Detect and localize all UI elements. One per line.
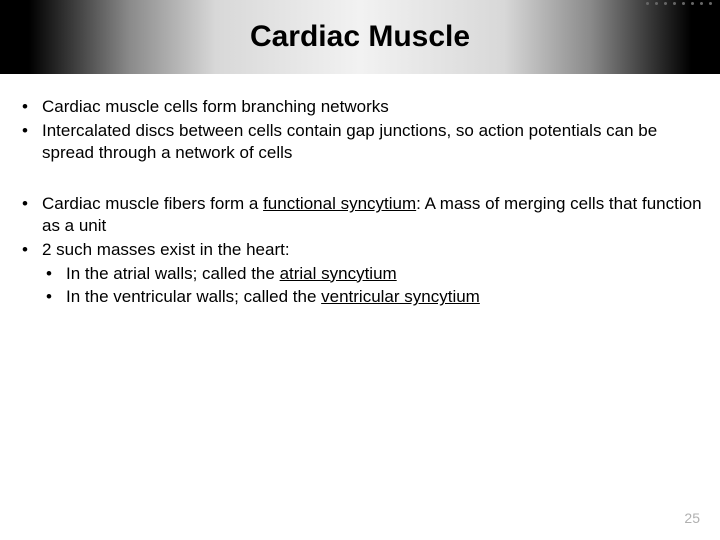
bullet-group-1: Cardiac muscle cells form branching netw… — [18, 96, 702, 163]
sub-bullet-item: In the ventricular walls; called the ven… — [42, 286, 702, 308]
title-bar: Cardiac Muscle — [0, 0, 720, 74]
text-run: 2 such masses exist in the heart: — [42, 240, 290, 259]
decorative-dots — [646, 2, 712, 5]
text-run: In the atrial walls; called the — [66, 264, 280, 283]
text-run: In the ventricular walls; called the — [66, 287, 321, 306]
bullet-item: 2 such masses exist in the heart: In the… — [18, 239, 702, 308]
bullet-group-2: Cardiac muscle fibers form a functional … — [18, 193, 702, 308]
page-number: 25 — [684, 510, 700, 526]
slide-body: Cardiac muscle cells form branching netw… — [0, 74, 720, 308]
bullet-item: Cardiac muscle cells form branching netw… — [18, 96, 702, 118]
underlined-term: atrial syncytium — [280, 264, 397, 283]
text-run: Cardiac muscle fibers form a — [42, 194, 263, 213]
underlined-term: ventricular syncytium — [321, 287, 480, 306]
slide-title: Cardiac Muscle — [250, 20, 470, 54]
bullet-item: Intercalated discs between cells contain… — [18, 120, 702, 164]
bullet-item: Cardiac muscle fibers form a functional … — [18, 193, 702, 237]
sub-bullets: In the atrial walls; called the atrial s… — [42, 263, 702, 309]
sub-bullet-item: In the atrial walls; called the atrial s… — [42, 263, 702, 285]
link-functional-syncytium[interactable]: functional syncytium — [263, 194, 416, 213]
